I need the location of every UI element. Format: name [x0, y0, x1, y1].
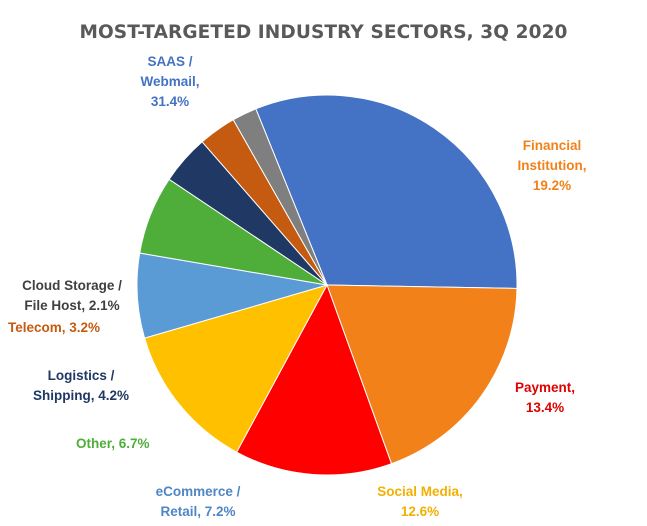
slice-label-line: Logistics /: [47, 368, 115, 383]
slice-label-line: Webmail,: [140, 74, 200, 89]
slice-label-3: Social Media, 12.6%: [355, 482, 485, 522]
slice-label-4: eCommerce / Retail, 7.2%: [128, 482, 268, 522]
slice-label-line: 19.2%: [532, 178, 572, 193]
slice-label-line: Financial: [522, 138, 582, 153]
slice-label-line: Telecom, 3.2%: [8, 320, 101, 335]
slice-label-line: SAAS /: [147, 54, 193, 69]
slice-label-line: eCommerce /: [155, 484, 241, 499]
slice-label-line: Payment,: [514, 380, 576, 395]
slice-label-1: Financial Institution, 19.2%: [497, 136, 607, 196]
slice-label-line: 12.6%: [400, 504, 440, 519]
slice-label-line: File Host, 2.1%: [24, 298, 120, 313]
pie-slice-3: [143, 284, 329, 453]
slice-label-8: Cloud Storage / File Host, 2.1%: [2, 276, 142, 316]
slice-label-line: Social Media,: [377, 484, 463, 499]
pie-slice-8: [232, 108, 328, 286]
slice-label-line: Institution,: [517, 158, 587, 173]
slice-label-line: 13.4%: [525, 400, 565, 415]
slice-label-line: Cloud Storage /: [22, 278, 122, 293]
chart-title: MOST-TARGETED INDUSTRY SECTORS, 3Q 2020: [79, 22, 568, 43]
slice-label-line: Retail, 7.2%: [160, 504, 236, 519]
pie-slice-2: [235, 283, 393, 476]
slice-label-line: Shipping, 4.2%: [32, 388, 129, 403]
pie-slice-1: [326, 284, 518, 465]
slice-label-line: 31.4%: [150, 94, 190, 109]
slice-label-7: Telecom, 3.2%: [8, 318, 138, 338]
slice-label-6: Logistics / Shipping, 4.2%: [16, 366, 146, 406]
slice-label-5: Other, 6.7%: [76, 434, 186, 454]
slice-label-2: Payment, 13.4%: [500, 378, 590, 418]
pie-slice-0: [255, 94, 518, 289]
slice-label-line: Other, 6.7%: [76, 436, 150, 451]
slice-label-0: SAAS / Webmail, 31.4%: [130, 52, 210, 112]
